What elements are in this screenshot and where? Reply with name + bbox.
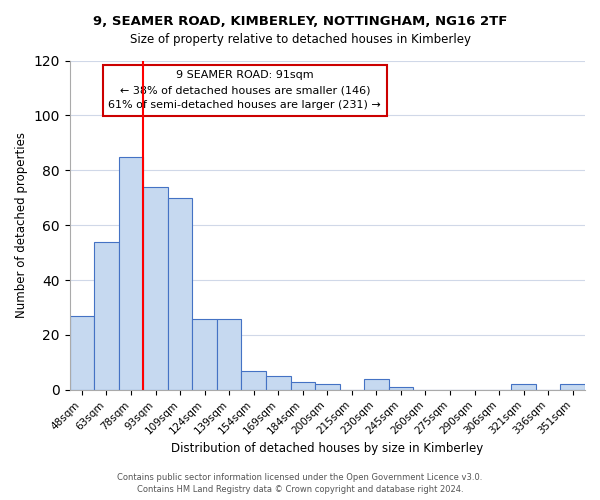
Bar <box>168 198 193 390</box>
Text: 9 SEAMER ROAD: 91sqm
← 38% of detached houses are smaller (146)
61% of semi-deta: 9 SEAMER ROAD: 91sqm ← 38% of detached h… <box>109 70 381 110</box>
Bar <box>70 316 94 390</box>
Bar <box>315 384 340 390</box>
Bar <box>389 387 413 390</box>
X-axis label: Distribution of detached houses by size in Kimberley: Distribution of detached houses by size … <box>171 442 484 455</box>
Text: Contains HM Land Registry data © Crown copyright and database right 2024.: Contains HM Land Registry data © Crown c… <box>137 485 463 494</box>
Bar <box>511 384 536 390</box>
Bar <box>143 187 168 390</box>
Text: Size of property relative to detached houses in Kimberley: Size of property relative to detached ho… <box>130 32 470 46</box>
Bar <box>193 318 217 390</box>
Bar <box>364 379 389 390</box>
Bar <box>94 242 119 390</box>
Y-axis label: Number of detached properties: Number of detached properties <box>15 132 28 318</box>
Text: 9, SEAMER ROAD, KIMBERLEY, NOTTINGHAM, NG16 2TF: 9, SEAMER ROAD, KIMBERLEY, NOTTINGHAM, N… <box>93 15 507 28</box>
Bar <box>290 382 315 390</box>
Bar <box>241 370 266 390</box>
Bar <box>266 376 290 390</box>
Text: Contains public sector information licensed under the Open Government Licence v3: Contains public sector information licen… <box>118 474 482 482</box>
Bar <box>560 384 585 390</box>
Bar <box>119 156 143 390</box>
Bar <box>217 318 241 390</box>
